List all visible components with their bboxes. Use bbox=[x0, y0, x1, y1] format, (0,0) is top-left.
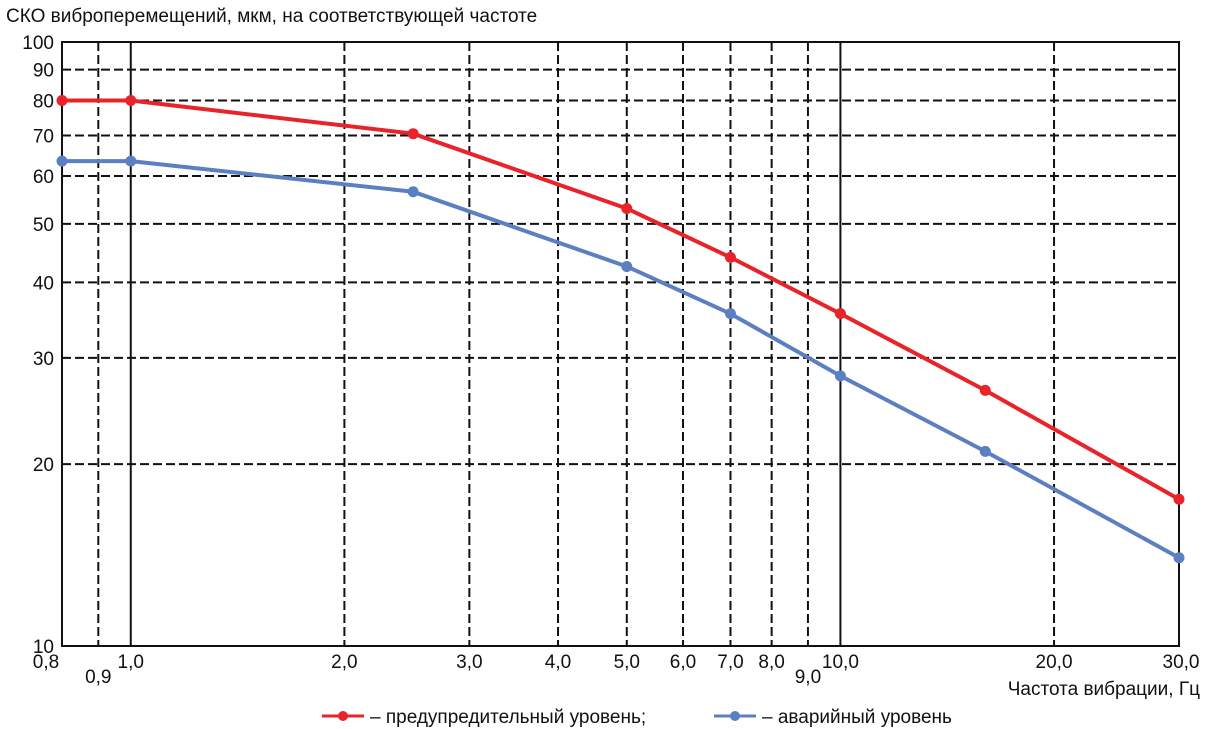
data-point bbox=[834, 370, 846, 382]
x-tick-label: 2,0 bbox=[331, 652, 357, 673]
x-axis-label: Частота вибрации, Гц bbox=[1008, 679, 1200, 700]
y-axis-label: СКО виброперемещений, мкм, на соответств… bbox=[6, 6, 537, 27]
y-tick-label: 70 bbox=[33, 127, 54, 148]
y-tick-label: 90 bbox=[33, 61, 54, 82]
legend-label-emergency: – аварийный уровень bbox=[762, 707, 952, 728]
y-tick-label: 40 bbox=[33, 273, 54, 294]
data-point bbox=[979, 445, 991, 457]
series-layer bbox=[56, 95, 1185, 564]
plot-frame bbox=[61, 41, 1180, 647]
data-point bbox=[724, 308, 736, 320]
x-tick-label: 8,0 bbox=[758, 652, 784, 673]
series-line bbox=[62, 98, 1180, 501]
x-tick-label: 5,0 bbox=[614, 652, 640, 673]
y-tick-labels: 10 20 30 40 50 60 70 80 90 100 bbox=[22, 33, 54, 658]
data-point bbox=[407, 128, 419, 140]
axes bbox=[61, 41, 1180, 647]
x-tick-label: 0,8 bbox=[33, 652, 59, 673]
series-1 bbox=[56, 155, 1185, 564]
grid bbox=[62, 42, 1179, 646]
x-tick-label: 6,0 bbox=[670, 652, 696, 673]
data-point bbox=[407, 186, 419, 198]
x-tick-label: 3,0 bbox=[456, 652, 482, 673]
legend-label-warning: – предупредительный уровень; bbox=[370, 707, 646, 728]
x-tick-label: 20,0 bbox=[1036, 652, 1073, 673]
y-tick-label: 20 bbox=[33, 455, 54, 476]
y-tick-label: 60 bbox=[33, 167, 54, 188]
data-point bbox=[1173, 493, 1185, 505]
y-tick-label: 80 bbox=[33, 92, 54, 113]
x-tick-label: 4,0 bbox=[545, 652, 571, 673]
y-tick-label: 10 bbox=[33, 637, 54, 658]
data-point bbox=[834, 308, 846, 320]
data-point bbox=[1173, 552, 1185, 564]
legend-marker-warning bbox=[338, 711, 348, 721]
data-point bbox=[125, 155, 137, 167]
data-point bbox=[621, 260, 633, 272]
y-tick-label: 50 bbox=[33, 215, 54, 236]
y-tick-label: 30 bbox=[33, 349, 54, 370]
x-tick-label: 10,0 bbox=[822, 652, 859, 673]
x-tick-labels: 0,8 0,9 1,0 2,0 3,0 4,0 5,0 6,0 7,0 8,0 9,010,0 20,… bbox=[33, 652, 1200, 688]
x-tick-label: 30,0 bbox=[1163, 652, 1200, 673]
legend-marker-emergency bbox=[730, 711, 740, 721]
legend: – предупредительный уровень; – аварийный… bbox=[322, 707, 952, 728]
data-point bbox=[56, 95, 68, 107]
x-tick-label: 1,0 bbox=[118, 652, 144, 673]
x-tick-label: 9,0 bbox=[795, 667, 821, 688]
x-tick-label: 7,0 bbox=[717, 652, 743, 673]
series-0 bbox=[56, 95, 1185, 505]
x-tick-label: 0,9 bbox=[85, 667, 111, 688]
data-point bbox=[621, 203, 633, 215]
data-point bbox=[56, 155, 68, 167]
series-line bbox=[62, 159, 1180, 560]
y-tick-label: 100 bbox=[22, 33, 54, 54]
data-point bbox=[724, 251, 736, 263]
data-point bbox=[979, 384, 991, 396]
data-point bbox=[125, 95, 137, 107]
